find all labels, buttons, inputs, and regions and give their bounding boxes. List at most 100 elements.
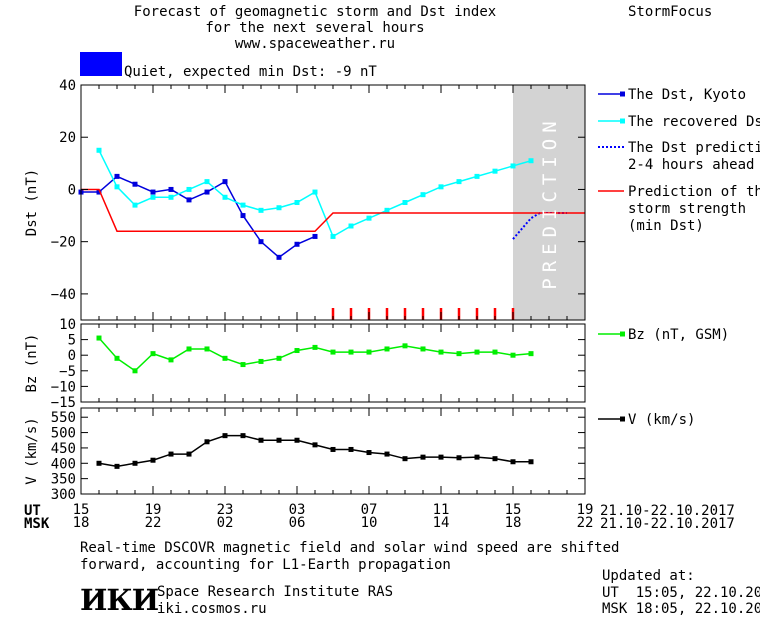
bz-data-point [420, 346, 426, 352]
dst-data-point [474, 173, 480, 179]
v-data-point [456, 455, 462, 461]
dst-data-point [330, 233, 336, 239]
msk-tick-label: 14 [433, 515, 450, 531]
y-tick-label: −20 [51, 235, 76, 251]
msk-date-range: 21.10-22.10.2017 [600, 516, 735, 532]
v-series-line-0 [98, 434, 531, 468]
dst-data-point [312, 233, 318, 239]
bz-data-point [366, 349, 372, 355]
msk-tick-label: 18 [505, 515, 522, 531]
status-text: Quiet, expected min Dst: -9 nT [124, 64, 377, 80]
dst-data-point [528, 158, 534, 164]
dst-panel: 40 20 0 −20 −40 Dst (nT) PREDICTION [24, 78, 586, 321]
dst-frame [80, 84, 586, 321]
bz-series-line-0 [98, 337, 532, 372]
y-tick-label: −40 [51, 287, 76, 303]
y-tick-label: 550 [51, 410, 76, 426]
ut-label: UT [24, 503, 41, 519]
bz-data-point [204, 346, 210, 352]
y-tick-label: 0 [68, 182, 76, 198]
dst-data-point [96, 189, 102, 195]
v-data-point [402, 456, 408, 462]
bz-data-point [294, 348, 300, 354]
v-data-point [312, 442, 318, 448]
legend-text: Prediction of the [628, 184, 760, 200]
v-data-point [474, 454, 480, 460]
bz-data-point [186, 346, 192, 352]
legend-text: The Dst, Kyoto [628, 87, 746, 103]
legend-text: storm strength [628, 201, 746, 217]
legend-dst-kyoto: The Dst, Kyoto [598, 87, 746, 103]
bz-data-point [456, 351, 462, 357]
v-data-point [204, 439, 210, 445]
dst-data-point [492, 168, 498, 174]
dst-data-point [114, 173, 120, 179]
bz-data-point [168, 357, 174, 363]
legend-text: 2-4 hours ahead [628, 157, 754, 173]
ut-tick-label: 15 [73, 502, 90, 518]
dst-data-point [438, 184, 444, 190]
dst-data-point [114, 184, 120, 190]
legend-text: (min Dst) [628, 218, 704, 234]
dst-data-point [402, 200, 408, 205]
y-tick-label: 300 [51, 487, 76, 503]
dst-data-point [348, 223, 354, 229]
dst-data-point [204, 189, 210, 195]
dst-data-point [294, 200, 300, 205]
ut-tick-label: 15 [505, 502, 522, 518]
y-tick-label: 350 [51, 472, 76, 488]
legend-v: V (km/s) [598, 412, 695, 428]
y-tick-label: 0 [68, 348, 76, 364]
dst-data-point [510, 163, 516, 169]
msk-tick-label: 10 [361, 515, 378, 531]
v-data-point [528, 459, 534, 465]
v-data-point [168, 451, 174, 457]
msk-label: MSK [24, 516, 50, 532]
bz-data-point [312, 344, 318, 350]
bz-data-point [510, 352, 516, 358]
v-data-point [366, 450, 372, 456]
bz-data-point [438, 349, 444, 355]
dst-data-point [186, 197, 192, 203]
ut-date-range: 21.10-22.10.2017 [600, 503, 735, 519]
dst-data-point [186, 186, 192, 192]
chart-title-line-1: Forecast of geomagnetic storm and Dst in… [133, 4, 497, 20]
dst-series-line-0 [81, 175, 316, 259]
v-data-point [384, 451, 390, 457]
dst-data-point [366, 215, 372, 221]
bz-data-point [96, 335, 102, 341]
v-data-point [222, 433, 228, 439]
bz-data-point [384, 346, 390, 352]
legend-text: Bz (nT, GSM) [628, 327, 729, 343]
prediction-label: PREDICTION [539, 115, 561, 289]
v-data-point [114, 463, 120, 469]
bz-data-point [132, 368, 138, 374]
y-tick-label: 5 [68, 333, 76, 349]
dst-data-point [96, 147, 102, 153]
dst-data-point [276, 254, 282, 260]
updated-ut: UT 15:05, 22.10.2017 [602, 585, 760, 601]
v-data-point [294, 437, 300, 443]
updated-label: Updated at: [602, 568, 695, 584]
dst-data-point [258, 207, 264, 213]
y-tick-label: 500 [51, 426, 76, 442]
v-data-point [492, 456, 498, 462]
dst-data-point [420, 192, 426, 198]
dst-data-point [222, 179, 228, 185]
dst-data-point [384, 207, 390, 213]
dst-data-point [312, 189, 318, 195]
institute-site[interactable]: iki.cosmos.ru [157, 601, 267, 617]
status-color-swatch [80, 52, 122, 76]
y-tick-label: 450 [51, 441, 76, 457]
chart-title-url[interactable]: www.spaceweather.ru [234, 36, 396, 52]
v-data-point [438, 454, 444, 460]
y-tick-label: 400 [51, 456, 76, 472]
legend-text: The Dst prediction [628, 140, 760, 156]
v-data-point [150, 457, 156, 463]
chart-title-line-2: for the next several hours [205, 20, 425, 36]
bz-data-point [150, 351, 156, 357]
dst-data-point [276, 205, 282, 211]
